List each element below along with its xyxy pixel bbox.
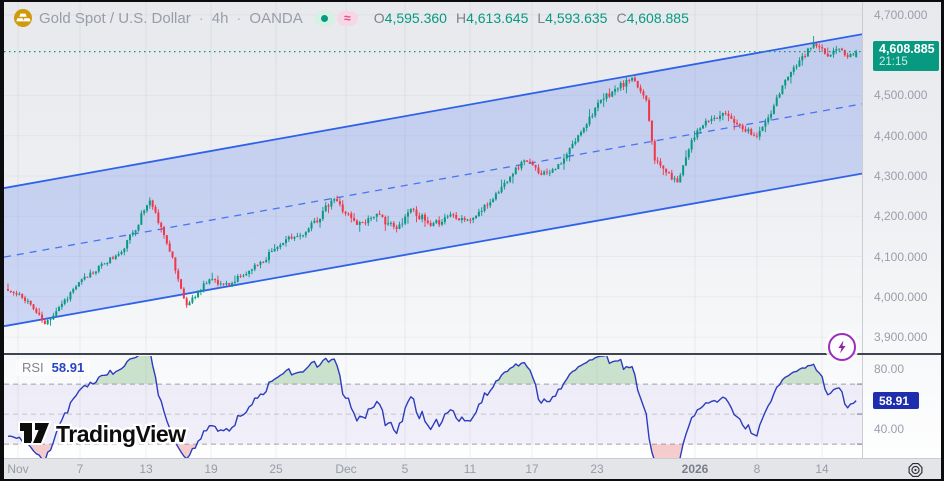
rsi-axis-label: 80.00 xyxy=(874,362,905,377)
price-axis-label: 4,100.000 xyxy=(874,249,928,264)
time-axis-label: 23 xyxy=(590,462,604,476)
price-axis-label: 4,400.000 xyxy=(874,128,928,143)
rsi-line xyxy=(7,356,857,458)
time-axis-label: 5 xyxy=(401,462,409,476)
price-axis-label: 4,000.000 xyxy=(874,289,928,304)
rsi-value-badge: 58.91 xyxy=(873,392,919,410)
rsi-level-lines xyxy=(4,383,862,445)
tradingview-mark-icon xyxy=(18,421,52,445)
time-axis-label: 8 xyxy=(753,462,761,476)
ohlc-o: O4,595.360 xyxy=(373,10,447,26)
tradingview-logo-text: TradingView xyxy=(56,421,186,447)
lightning-bolt-icon xyxy=(838,340,846,354)
time-axis-label: 2026 xyxy=(681,462,709,476)
ohlc-l: L4,593.635 xyxy=(537,10,608,26)
rsi-label: RSI xyxy=(22,360,44,375)
rsi-axis-label: 40.00 xyxy=(874,422,905,437)
exchange-label[interactable]: OANDA xyxy=(249,9,303,27)
last-price-value: 4,608.885 xyxy=(879,41,935,56)
ohlc-h: H4,613.645 xyxy=(455,10,529,26)
price-axis-label: 4,200.000 xyxy=(874,209,928,224)
time-axis-label: 19 xyxy=(204,462,218,476)
time-axis-label: 11 xyxy=(463,462,477,476)
time-axis-label: 25 xyxy=(269,462,283,476)
price-channel[interactable] xyxy=(4,33,862,328)
rsi-pane-canvas[interactable] xyxy=(4,356,862,458)
time-axis-label: 7 xyxy=(76,462,84,476)
market-open-dot-icon xyxy=(320,14,328,22)
tradingview-logo[interactable]: TradingView xyxy=(16,416,216,452)
approximate-data-badge[interactable]: ≈ xyxy=(336,10,358,26)
bar-countdown: 21:15 xyxy=(879,55,908,68)
price-axis-label: 3,900.000 xyxy=(874,330,928,345)
time-axis-label: 14 xyxy=(815,462,829,476)
rsi-legend: RSI 58.91 xyxy=(16,359,91,376)
time-axis-label: 13 xyxy=(139,462,153,476)
time-axis-label: Dec xyxy=(335,462,357,476)
timezone-icon xyxy=(908,462,922,477)
price-axis-label: 4,300.000 xyxy=(874,169,928,183)
price-axis-label: 4,700.000 xyxy=(874,7,928,22)
rsi-value: 58.91 xyxy=(51,360,85,375)
symbol-legend: Gold Spot / U.S. Dollar · 4h · OANDA ≈ O… xyxy=(14,7,689,29)
time-axis[interactable]: Nov 7 13 19 25 Dec 5 11 17 23 2026 8 14 xyxy=(4,458,941,479)
price-axis-separator xyxy=(862,2,863,458)
instant-trade-button[interactable] xyxy=(828,333,856,361)
grid-lines xyxy=(17,356,823,458)
price-axis-label: 4,500.000 xyxy=(874,88,928,103)
candles xyxy=(7,36,858,326)
grid-lines xyxy=(4,2,862,354)
chart-content: Gold Spot / U.S. Dollar · 4h · OANDA ≈ O… xyxy=(4,2,941,479)
time-axis-label: 17 xyxy=(525,462,539,476)
ohlc-c: C4,608.885 xyxy=(616,10,689,26)
last-price-badge: 4,608.885 21:15 xyxy=(873,40,939,71)
gold-symbol-icon xyxy=(14,9,32,27)
market-open-badge[interactable] xyxy=(313,10,335,26)
main-chart-canvas[interactable] xyxy=(4,2,862,354)
market-status: ≈ xyxy=(313,10,358,26)
time-axis-label: Nov xyxy=(7,462,29,476)
title-separator: · xyxy=(198,9,204,27)
interval-selector[interactable]: 4h xyxy=(211,9,229,27)
title-separator: · xyxy=(236,9,242,27)
symbol-title[interactable]: Gold Spot / U.S. Dollar xyxy=(39,9,191,27)
ohlc-values: O4,595.360 H4,613.645 L4,593.635 C4,608.885 xyxy=(374,10,689,26)
pane-divider[interactable] xyxy=(4,353,941,355)
timezone-settings-button[interactable] xyxy=(904,461,926,478)
